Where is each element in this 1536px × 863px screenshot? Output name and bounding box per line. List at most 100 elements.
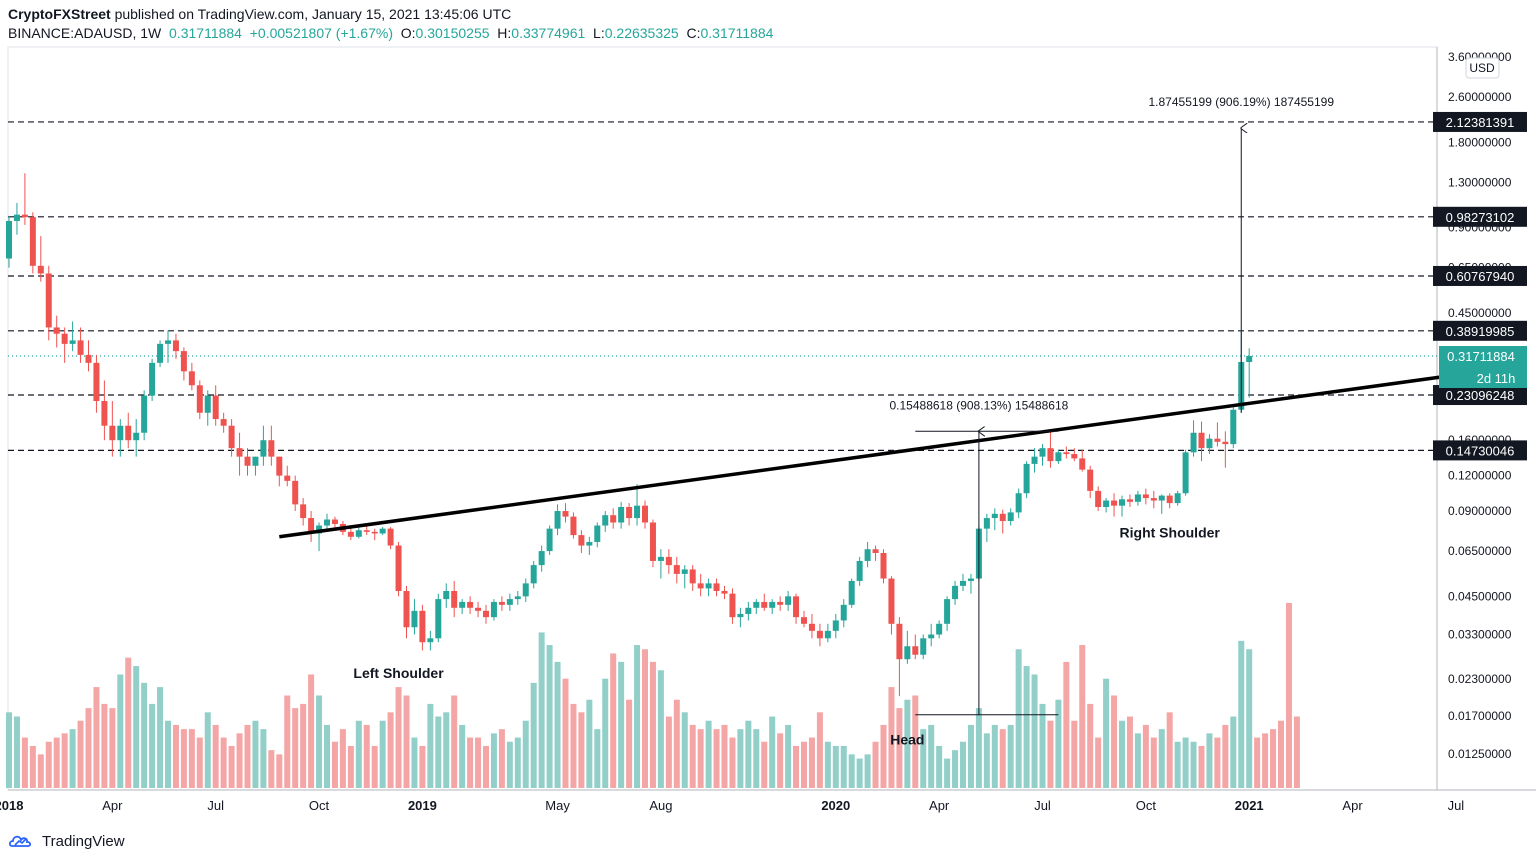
- volume-bar: [292, 708, 299, 788]
- volume-bar: [729, 737, 736, 788]
- candle-body: [260, 440, 267, 457]
- volume-bar: [649, 661, 656, 788]
- volume-bar: [101, 703, 108, 788]
- candle-body: [37, 265, 44, 274]
- candle-body: [1198, 432, 1205, 449]
- volume-bar: [872, 741, 879, 788]
- volume-bar: [109, 708, 116, 788]
- publisher-name[interactable]: CryptoFXStreet: [8, 6, 111, 22]
- volume-bar: [69, 729, 76, 788]
- volume-bar: [920, 729, 927, 788]
- candle-body: [634, 505, 641, 519]
- time-axis-tick: 2021: [1235, 798, 1264, 813]
- candle-body: [530, 565, 537, 584]
- volume-bar: [777, 733, 784, 788]
- time-axis-tick: 2020: [821, 798, 850, 813]
- volume-bar: [252, 720, 259, 788]
- pattern-annotation: Left Shoulder: [353, 665, 444, 681]
- volume-bar: [801, 741, 807, 788]
- volume-bar: [1293, 716, 1300, 788]
- candle-body: [554, 511, 561, 529]
- volume-bar: [1285, 603, 1292, 788]
- candle-body: [149, 362, 156, 396]
- candle-body: [888, 578, 895, 624]
- time-axis-tick: Jul: [1448, 798, 1465, 813]
- candle-body: [944, 599, 951, 624]
- volume-bar: [53, 737, 60, 788]
- candle-body: [578, 535, 585, 546]
- measure-label: 0.15488618 (908.13%) 15488618: [889, 398, 1068, 412]
- tradingview-logo[interactable]: TradingView: [8, 832, 125, 850]
- volume-bar: [165, 720, 171, 788]
- currency-badge: [1465, 57, 1500, 79]
- volume-bar: [1095, 737, 1102, 788]
- level-price-label: 2.12381391: [1446, 115, 1515, 130]
- time-axis-tick: Oct: [1136, 798, 1157, 813]
- time-axis-tick: Apr: [1342, 798, 1363, 813]
- candle-body: [936, 623, 943, 635]
- volume-bar: [1174, 741, 1181, 788]
- candle-body: [689, 569, 696, 584]
- volume-bar: [467, 737, 474, 788]
- volume-bar: [618, 661, 625, 788]
- candle-body: [1206, 438, 1213, 449]
- volume-bar: [880, 724, 887, 788]
- level-price-label: 0.98273102: [1446, 210, 1515, 225]
- time-axis-tick: Oct: [309, 798, 330, 813]
- open-value: 0.30150255: [415, 25, 490, 41]
- volume-bar: [149, 703, 156, 788]
- price-axis-tick: 1.30000000: [1448, 175, 1512, 189]
- volume-bar: [681, 712, 688, 788]
- candle-body: [133, 432, 140, 441]
- candle-body: [324, 519, 330, 526]
- candle-body: [387, 528, 394, 546]
- volume-bar: [952, 750, 959, 788]
- volume-bar: [117, 674, 124, 788]
- candle-body: [681, 569, 688, 574]
- candle-body: [506, 599, 513, 605]
- volume-bars: [6, 603, 1300, 788]
- published-text: published on TradingView.com, January 15…: [110, 6, 512, 22]
- volume-bar: [546, 645, 553, 788]
- volume-bar: [864, 754, 871, 788]
- volume-bar: [443, 712, 450, 788]
- time-axis-tick: 2018: [0, 798, 23, 813]
- candle-body: [379, 528, 386, 534]
- candle-body: [427, 638, 434, 643]
- candle-body: [85, 354, 92, 363]
- volume-bar: [840, 745, 847, 788]
- volume-bar: [45, 741, 52, 788]
- volume-bar: [220, 737, 227, 788]
- volume-bar: [793, 745, 800, 788]
- candle-body: [1055, 452, 1062, 462]
- time-axis-tick: Jul: [1034, 798, 1051, 813]
- volume-bar: [483, 745, 489, 788]
- candle-body: [721, 590, 728, 594]
- price-axis-tick: 0.02300000: [1448, 672, 1512, 686]
- candle-body: [284, 475, 291, 481]
- price-change: +0.00521807 (+1.67%): [249, 25, 393, 41]
- candle-body: [952, 585, 959, 600]
- volume-bar: [1071, 720, 1078, 788]
- candle-body: [1222, 441, 1229, 445]
- volume-bar: [1055, 699, 1062, 788]
- price-axis-tick: 1.80000000: [1448, 135, 1512, 149]
- candle-body: [785, 596, 792, 605]
- volume-bar: [1166, 712, 1173, 788]
- candle-body: [960, 580, 966, 586]
- price-axis-tick: 0.03300000: [1448, 628, 1512, 642]
- volume-bar: [538, 632, 545, 788]
- volume-bar: [21, 737, 28, 788]
- candle-body: [967, 578, 974, 581]
- low-value: 0.22635325: [604, 25, 679, 41]
- candle-body: [840, 604, 847, 621]
- candle-body: [880, 552, 887, 579]
- candle-body: [856, 560, 863, 581]
- candle-body: [1111, 500, 1118, 506]
- volume-bar: [999, 729, 1006, 788]
- volume-bar: [761, 741, 768, 788]
- volume-bar: [260, 729, 267, 788]
- volume-bar: [1142, 724, 1149, 788]
- candle-body: [69, 340, 76, 344]
